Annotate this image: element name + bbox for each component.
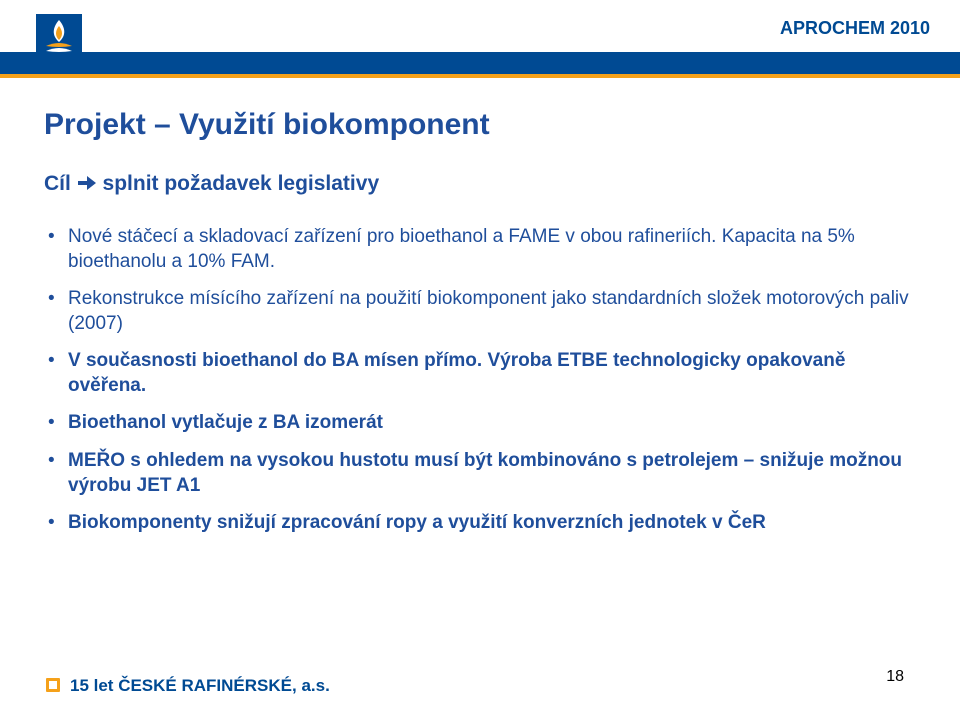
footer-text: 15 let ČESKÉ RAFINÉRSKÉ, a.s.: [70, 676, 330, 696]
logo-line2: rafinérská: [88, 37, 160, 53]
event-label: APROCHEM 2010: [780, 18, 930, 39]
bullet-text: Bioethanol vytlačuje z BA izomerát: [68, 412, 383, 433]
slide-subtitle: Cíl splnit požadavek legislativy: [44, 172, 914, 198]
slide-footer: 15 let ČESKÉ RAFINÉRSKÉ, a.s.: [0, 666, 960, 696]
subtitle-rest: splnit požadavek legislativy: [97, 172, 379, 195]
bullet-list: Nové stáčecí a skladovací zařízení pro b…: [44, 224, 914, 535]
arrow-icon: [77, 174, 97, 198]
slide-header: Česká rafinérská APROCHEM 2010: [0, 0, 960, 78]
flame-icon: [36, 14, 82, 60]
bullet-item: Rekonstrukce mísícího zařízení na použit…: [46, 286, 914, 336]
bullet-text: MEŘO s ohledem na vysokou hustotu musí b…: [68, 450, 902, 496]
footer-square-icon: [46, 678, 60, 692]
bullet-item: Nové stáčecí a skladovací zařízení pro b…: [46, 224, 914, 274]
bullet-item: V současnosti bioethanol do BA mísen pří…: [46, 348, 914, 398]
subtitle-prefix: Cíl: [44, 172, 71, 195]
logo-line1: Česká: [88, 21, 160, 37]
bullet-item: Bioethanol vytlačuje z BA izomerát: [46, 410, 914, 435]
slide-content: Projekt – Využití biokomponent Cíl splni…: [44, 108, 914, 547]
company-logo: Česká rafinérská: [36, 10, 186, 64]
bullet-item: MEŘO s ohledem na vysokou hustotu musí b…: [46, 448, 914, 498]
header-orange-bar: [0, 74, 960, 78]
slide-title: Projekt – Využití biokomponent: [44, 108, 914, 142]
bullet-text: V současnosti bioethanol do BA mísen pří…: [68, 350, 845, 396]
bullet-item: Biokomponenty snižují zpracování ropy a …: [46, 510, 914, 535]
logo-text: Česká rafinérská: [88, 21, 160, 53]
bullet-text: Biokomponenty snižují zpracování ropy a …: [68, 512, 766, 533]
